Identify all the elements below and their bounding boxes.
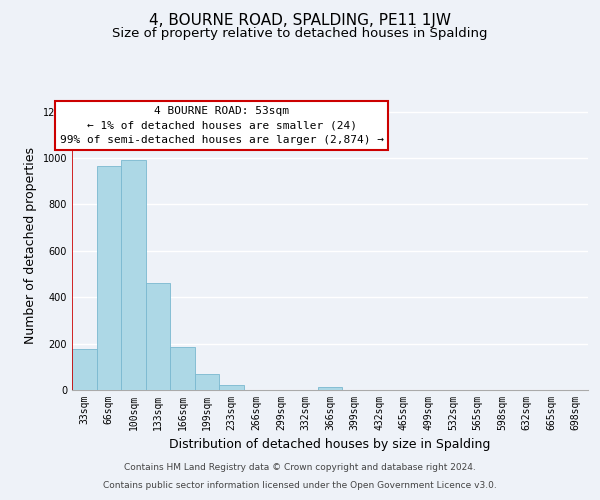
Bar	[146, 284, 170, 390]
Y-axis label: Number of detached properties: Number of detached properties	[24, 146, 37, 344]
X-axis label: Distribution of detached houses by size in Spalding: Distribution of detached houses by size …	[169, 438, 491, 452]
Text: Contains public sector information licensed under the Open Government Licence v3: Contains public sector information licen…	[103, 481, 497, 490]
Text: 4, BOURNE ROAD, SPALDING, PE11 1JW: 4, BOURNE ROAD, SPALDING, PE11 1JW	[149, 12, 451, 28]
Text: 4 BOURNE ROAD: 53sqm
← 1% of detached houses are smaller (24)
99% of semi-detach: 4 BOURNE ROAD: 53sqm ← 1% of detached ho…	[59, 106, 383, 146]
Bar	[318, 386, 342, 390]
Bar	[170, 347, 195, 390]
Bar	[72, 350, 97, 390]
Bar	[121, 160, 146, 390]
Bar	[97, 166, 121, 390]
Text: Contains HM Land Registry data © Crown copyright and database right 2024.: Contains HM Land Registry data © Crown c…	[124, 464, 476, 472]
Text: Size of property relative to detached houses in Spalding: Size of property relative to detached ho…	[112, 28, 488, 40]
Bar	[220, 385, 244, 390]
Bar	[195, 374, 220, 390]
